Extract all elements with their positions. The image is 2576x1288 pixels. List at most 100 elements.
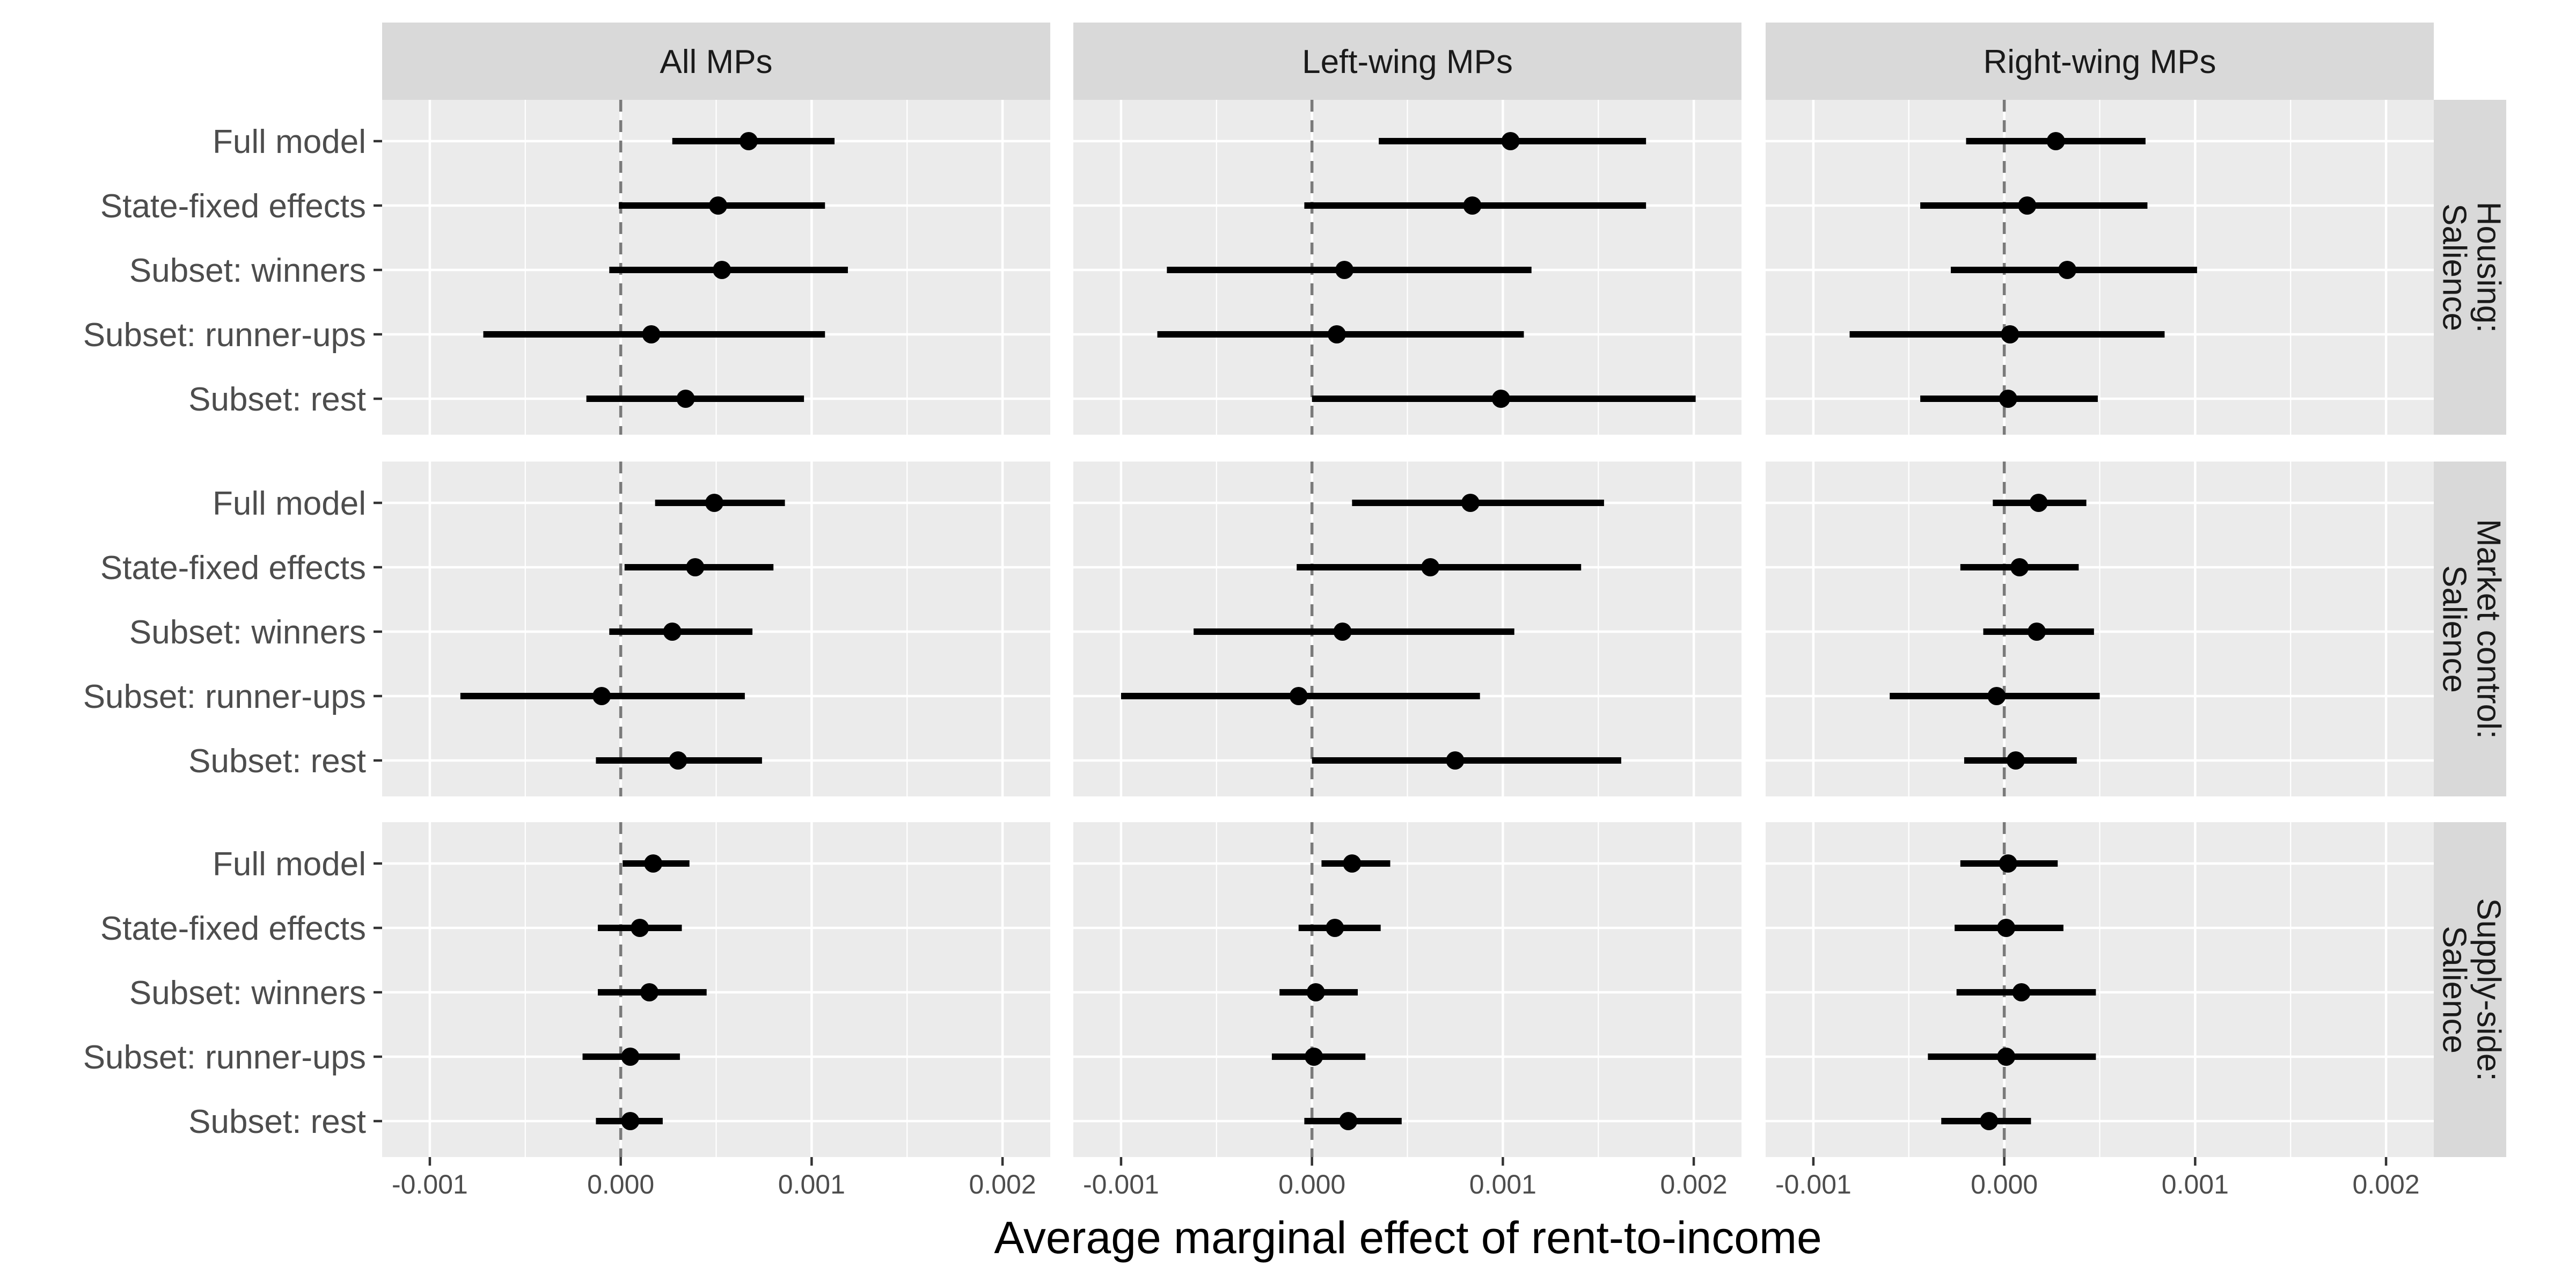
estimate-point	[739, 132, 758, 150]
estimate-point	[1987, 687, 2006, 705]
estimate-point	[709, 196, 728, 215]
estimate-point	[1446, 751, 1465, 770]
estimate-point	[1305, 1048, 1323, 1066]
row-strip-label-line1: Market control:	[2470, 519, 2507, 739]
estimate-point	[1999, 390, 2017, 408]
estimate-point	[676, 390, 695, 408]
panel	[1073, 822, 1741, 1157]
estimate-point	[1327, 325, 1346, 343]
estimate-point	[2012, 983, 2031, 1001]
panel	[382, 100, 1050, 435]
estimate-point	[2006, 751, 2025, 770]
row-strip-label: Housing:Salience	[2436, 202, 2507, 333]
estimate-point	[1343, 854, 1362, 873]
estimate-point	[1501, 132, 1520, 150]
row-strip: Supply-side:Salience	[2434, 822, 2507, 1157]
x-tick-label: 0.000	[587, 1169, 654, 1199]
estimate-point	[669, 751, 687, 770]
estimate-point	[621, 1048, 640, 1066]
estimate-point	[713, 261, 731, 279]
x-tick-label: -0.001	[1083, 1169, 1159, 1199]
y-tick-label: Subset: runner-ups	[83, 317, 366, 354]
column-strip: Right-wing MPs	[1766, 23, 2434, 100]
estimate-point	[705, 494, 723, 512]
estimate-point	[1997, 919, 2016, 937]
x-axis-title: Average marginal effect of rent-to-incom…	[994, 1212, 1821, 1263]
x-tick-label: 0.001	[778, 1169, 845, 1199]
panel	[382, 822, 1050, 1157]
x-tick-label: 0.002	[969, 1169, 1036, 1199]
column-strip: Left-wing MPs	[1073, 23, 1741, 100]
y-tick-label: Subset: rest	[188, 743, 366, 780]
row-strip-label-line2: Salience	[2436, 926, 2473, 1053]
x-tick-label: 0.002	[1660, 1169, 1728, 1199]
column-strip-label: Right-wing MPs	[1983, 43, 2216, 80]
estimate-point	[592, 687, 611, 705]
y-tick-label: Subset: rest	[188, 1103, 366, 1140]
estimate-point	[1421, 558, 1440, 576]
estimate-point	[2029, 494, 2048, 512]
estimate-point	[2010, 558, 2029, 576]
x-tick-label: 0.002	[2353, 1169, 2420, 1199]
estimate-point	[2018, 196, 2037, 215]
estimate-point	[1335, 261, 1354, 279]
x-tick-label: 0.001	[2162, 1169, 2229, 1199]
x-tick-label: 0.001	[1469, 1169, 1536, 1199]
estimate-point	[1461, 494, 1480, 512]
column-strip-label: All MPs	[660, 43, 772, 80]
column-strip-background	[382, 23, 1050, 100]
row-strip: Market control:Salience	[2434, 462, 2507, 796]
estimate-point	[663, 623, 682, 641]
estimate-point	[1333, 623, 1352, 641]
row-strip-label-line1: Supply-side:	[2470, 898, 2507, 1081]
column-strip-background	[1766, 23, 2434, 100]
row-strip-label: Market control:Salience	[2436, 519, 2507, 739]
estimate-point	[1999, 854, 2017, 873]
y-tick-label: Subset: winners	[129, 975, 366, 1012]
estimate-point	[2046, 132, 2065, 150]
y-tick-label: Subset: winners	[129, 252, 366, 289]
y-tick-label: Subset: runner-ups	[83, 678, 366, 715]
column-strip-background	[1073, 23, 1741, 100]
y-tick-label: Full model	[213, 123, 366, 160]
estimate-point	[1306, 983, 1325, 1001]
panel	[1766, 462, 2434, 796]
x-tick-label: 0.000	[1971, 1169, 2038, 1199]
estimate-point	[1491, 390, 1510, 408]
estimate-point	[644, 854, 663, 873]
row-strip: Housing:Salience	[2434, 100, 2507, 435]
estimate-point	[1326, 919, 1344, 937]
y-tick-label: Full model	[213, 485, 366, 522]
estimate-point	[2001, 325, 2019, 343]
column-strip-label: Left-wing MPs	[1302, 43, 1513, 80]
row-strip-background	[2434, 100, 2506, 435]
y-tick-label: Subset: runner-ups	[83, 1039, 366, 1076]
y-tick-label: Subset: rest	[188, 381, 366, 418]
estimate-point	[1997, 1048, 2016, 1066]
row-strip-label: Supply-side:Salience	[2436, 898, 2507, 1081]
row-strip-label-line2: Salience	[2436, 565, 2473, 693]
column-strip: All MPs	[382, 23, 1050, 100]
row-strip-background	[2434, 822, 2506, 1157]
x-tick-label: -0.001	[392, 1169, 468, 1199]
x-tick-label: 0.000	[1278, 1169, 1345, 1199]
estimate-point	[640, 983, 658, 1001]
x-tick-label: -0.001	[1775, 1169, 1851, 1199]
row-strip-background	[2434, 462, 2506, 796]
estimate-point	[631, 919, 649, 937]
y-tick-label: Subset: winners	[129, 614, 366, 651]
estimate-point	[642, 325, 661, 343]
estimate-point	[2058, 261, 2077, 279]
estimate-point	[2028, 623, 2046, 641]
estimate-point	[1980, 1112, 1999, 1130]
y-tick-label: State-fixed effects	[100, 910, 366, 947]
estimate-point	[1289, 687, 1308, 705]
y-tick-label: State-fixed effects	[100, 188, 366, 225]
y-tick-label: Full model	[213, 846, 366, 883]
panel	[1766, 822, 2434, 1157]
row-strip-label-line2: Salience	[2436, 203, 2473, 331]
estimate-point	[686, 558, 705, 576]
estimate-point	[1463, 196, 1482, 215]
y-tick-label: State-fixed effects	[100, 550, 366, 587]
